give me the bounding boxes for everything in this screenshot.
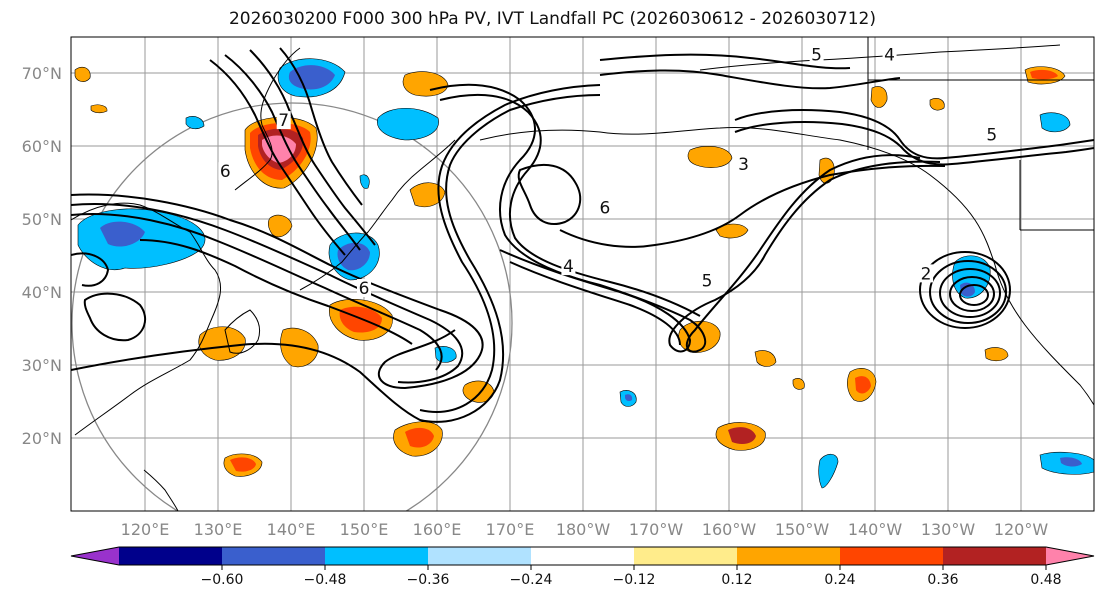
colorbar-tick-label: −0.12 <box>613 572 656 588</box>
lon-label: 150°W <box>775 520 830 539</box>
lon-label: 170°W <box>629 520 684 539</box>
contour-label: 7 <box>278 111 289 131</box>
map-panel: 6 7 6 4 6 5 3 5 4 5 2 <box>70 36 1095 512</box>
contour-label-bg <box>357 279 371 297</box>
lon-label: 180°W <box>556 520 611 539</box>
lon-label: 150°E <box>340 520 389 539</box>
lon-label: 160°E <box>413 520 462 539</box>
colorbar-segment <box>737 547 841 565</box>
colorbar-tick-label: −0.60 <box>201 572 244 588</box>
pv-anomaly-fills <box>74 58 1094 489</box>
contour-label-bg <box>882 45 897 64</box>
contour-label: 6 <box>220 162 231 182</box>
colorbar-segment <box>325 547 429 565</box>
landfall-circle <box>71 102 513 511</box>
contour-label-bg <box>561 257 576 276</box>
colorbar: −0.60 −0.48 −0.36 −0.24 −0.12 0.12 0.24 0.36 0.4… <box>70 546 1095 588</box>
colorbar-tick-label: 0.48 <box>1030 572 1061 588</box>
coastlines <box>71 37 1094 511</box>
lon-label: 170°E <box>486 520 535 539</box>
colorbar-extend-low <box>71 547 119 565</box>
colorbar-tick-label: 0.12 <box>721 572 752 588</box>
contour-label: 6 <box>359 279 370 299</box>
colorbar-outline <box>70 546 1095 566</box>
contour-labels: 6 7 6 4 6 5 3 5 4 5 2 <box>218 45 999 299</box>
graticule <box>71 37 1094 511</box>
lon-label: 160°W <box>702 520 757 539</box>
contour-label: 6 <box>599 199 610 219</box>
pv-contours <box>71 47 1094 423</box>
contour-label-bg <box>218 162 233 181</box>
map-title: 2026030200 F000 300 hPa PV, IVT Landfall… <box>228 9 876 29</box>
contour-label: 5 <box>702 272 713 292</box>
lat-axis-labels: 70°N 60°N 50°N 40°N 30°N 20°N <box>22 64 62 448</box>
contour-label-bg <box>919 264 934 283</box>
contour-label: 5 <box>986 126 997 146</box>
colorbar-segment <box>428 547 532 565</box>
contour-label-bg <box>736 154 751 173</box>
colorbar-segment <box>222 547 326 565</box>
lon-label: 120°W <box>994 520 1049 539</box>
lat-label: 20°N <box>22 429 62 448</box>
contour-label: 3 <box>738 155 749 175</box>
lon-label: 140°E <box>267 520 316 539</box>
lon-label: 130°W <box>921 520 976 539</box>
lat-label: 30°N <box>22 356 62 375</box>
lon-label: 120°E <box>121 520 170 539</box>
colorbar-segment <box>840 547 944 565</box>
contour-label-bg <box>700 271 715 290</box>
contour-label-bg <box>809 45 824 64</box>
colorbar-tick-label: 0.24 <box>824 572 855 588</box>
colorbar-segments <box>70 546 1095 566</box>
lon-label: 140°W <box>848 520 903 539</box>
contour-label-bg <box>984 125 999 144</box>
contour-label-bg <box>276 111 291 130</box>
lat-label: 50°N <box>22 210 62 229</box>
contour-label: 4 <box>884 45 895 65</box>
lon-label: 130°E <box>194 520 243 539</box>
colorbar-ticks: −0.60 −0.48 −0.36 −0.24 −0.12 0.12 0.24 0.36 0.4… <box>201 565 1062 588</box>
colorbar-tick-label: −0.36 <box>407 572 450 588</box>
contour-label-bg <box>597 198 612 217</box>
colorbar-tick-label: −0.24 <box>510 572 553 588</box>
colorbar-extend-high <box>1046 547 1094 565</box>
contour-label: 4 <box>563 257 574 277</box>
colorbar-segment <box>943 547 1047 565</box>
colorbar-segment <box>531 547 635 565</box>
contour-label: 5 <box>811 45 822 65</box>
lon-axis-labels: 120°E 130°E 140°E 150°E 160°E 170°E 180°… <box>121 520 1049 539</box>
colorbar-segment <box>119 547 223 565</box>
contour-label: 2 <box>921 264 932 284</box>
colorbar-tick-label: 0.36 <box>927 572 958 588</box>
map-content: 6 7 6 4 6 5 3 5 4 5 2 <box>71 37 1094 511</box>
lat-label: 70°N <box>22 64 62 83</box>
lat-label: 40°N <box>22 283 62 302</box>
colorbar-segment <box>634 547 738 565</box>
colorbar-tick-label: −0.48 <box>304 572 347 588</box>
lat-label: 60°N <box>22 137 62 156</box>
